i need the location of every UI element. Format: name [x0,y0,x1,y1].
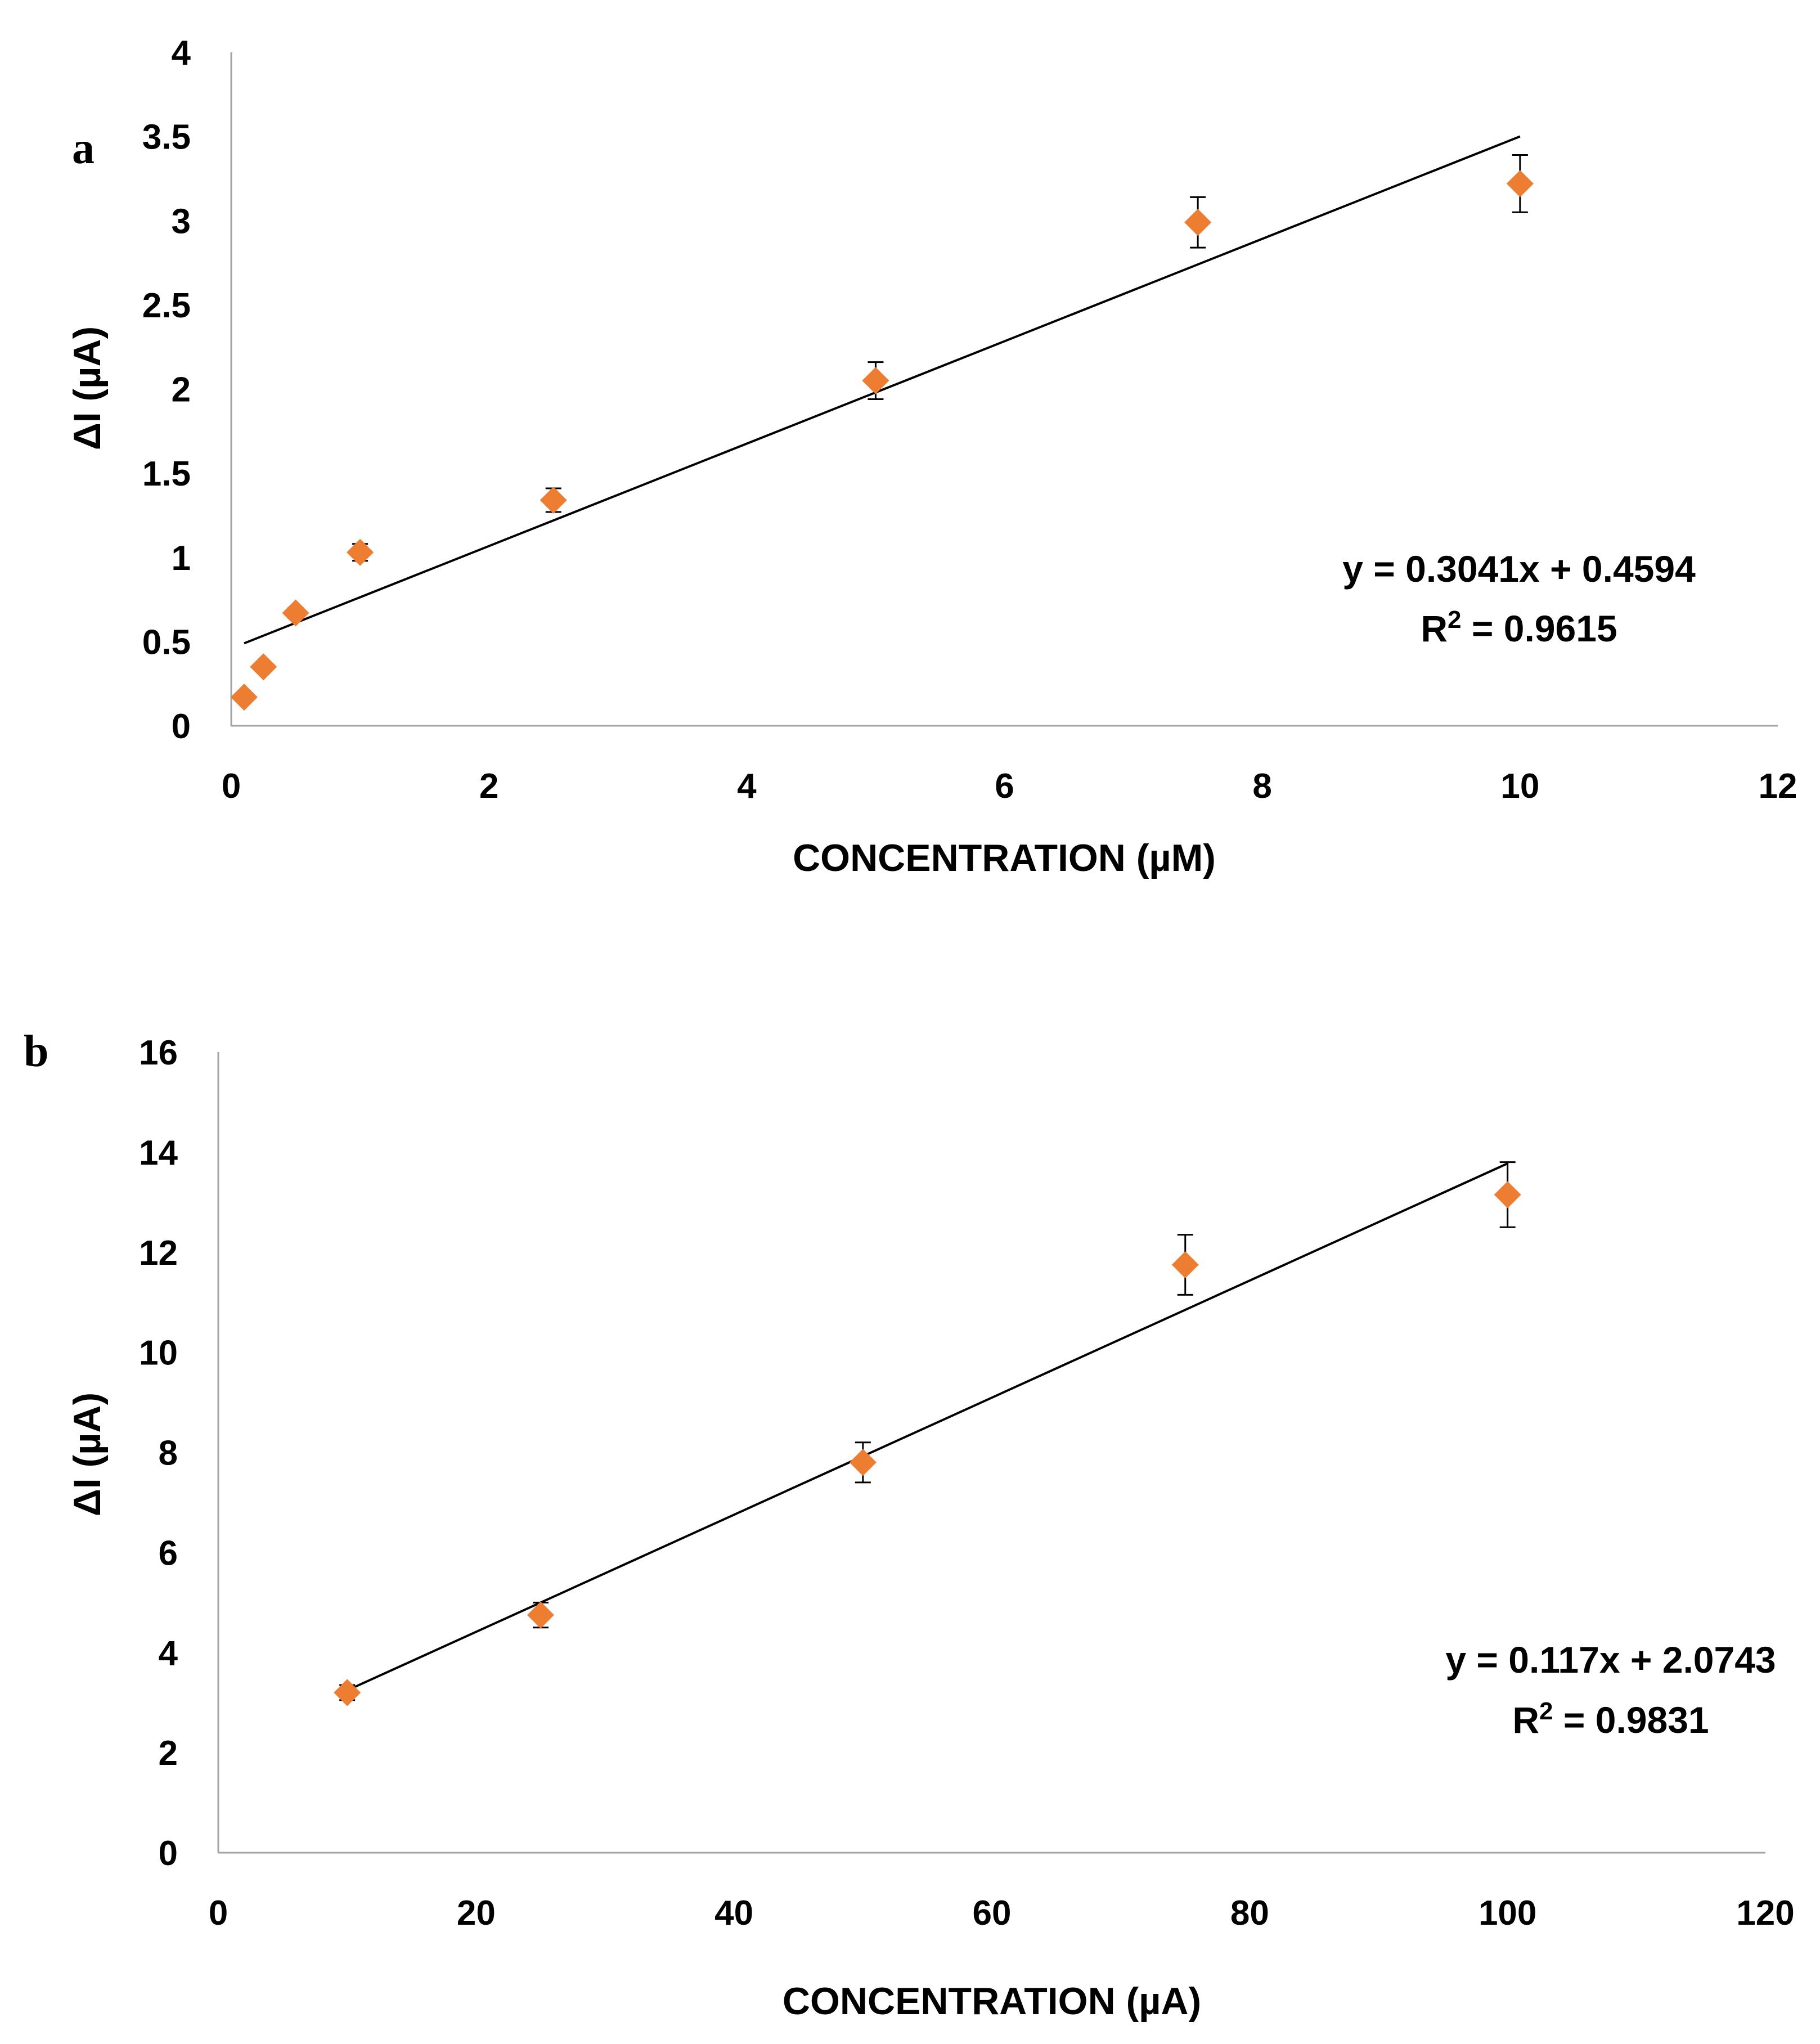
panel-b-y-tick-label: 6 [159,1534,178,1573]
panel-b-data-point [849,1449,877,1476]
panel-b-r2-prefix: R [1512,1699,1539,1741]
panel-a-data-point [540,487,567,514]
panel-a-error-bars [287,154,1528,619]
panel-b-x-tick-label: 60 [973,1894,1012,1933]
panel-a-y-axis-title: ΔI (µA) [66,326,109,450]
panel-a-y-tick-label: 3.5 [142,118,191,157]
panel-a-y-tick-label: 2.5 [142,286,191,325]
panel-b-x-tick-label: 0 [209,1894,228,1933]
panel-b-chart: b 0 2 4 6 8 10 12 14 16 0 20 40 60 80 100 120 CONCENTR… [24,1027,1795,2023]
panel-b-data-point [1494,1181,1521,1209]
panel-a-markers [230,170,1534,711]
panel-b-x-axis-title: CONCENTRATION (µA) [783,1980,1201,2023]
panel-b-r2-value: = 0.9831 [1553,1699,1709,1741]
panel-b-letter: b [24,1027,49,1076]
panel-a-y-ticks: 0 0.5 1 1.5 2 2.5 3 3.5 4 [142,34,191,746]
panel-a-equation: y = 0.3041x + 0.4594 [1342,548,1696,590]
panel-a-y-tick-label: 1.5 [142,455,191,493]
panel-a-y-tick-label: 4 [172,34,191,73]
panel-a-x-tick-label: 4 [737,767,757,806]
panel-b-r2-superscript: 2 [1539,1697,1553,1725]
panel-a-trendline [244,135,1521,645]
panel-b-y-tick-label: 2 [159,1734,178,1773]
panel-a-x-axis-title: CONCENTRATION (µM) [793,837,1216,879]
panel-a-chart: a 0 0.5 1 1.5 2 2.5 3 3.5 4 0 2 4 6 8 10 12 CONCENTRAT… [66,34,1797,879]
panel-a-r2-value: = 0.9615 [1462,608,1617,649]
panel-a-data-point [282,599,309,627]
panel-a-r2-prefix: R [1421,608,1448,649]
panel-a-y-tick-label: 2 [172,371,191,410]
panel-a-data-point [862,367,889,394]
panel-b-r-squared: R2 = 0.9831 [1512,1697,1709,1741]
panel-b-y-tick-label: 0 [159,1834,178,1873]
panel-b-data-point [1171,1251,1199,1278]
panel-b-data-point [334,1679,361,1706]
panel-b-error-bars [339,1161,1516,1701]
panel-b-y-tick-label: 8 [159,1434,178,1473]
panel-b-x-ticks: 0 20 40 60 80 100 120 [209,1894,1795,1933]
panel-b-equation: y = 0.117x + 2.0743 [1445,1639,1776,1681]
panel-a-x-tick-label: 10 [1500,767,1539,806]
panel-b-y-axis-title: ΔI (µA) [66,1392,109,1516]
panel-a-x-ticks: 0 2 4 6 8 10 12 [222,767,1797,806]
panel-a-x-tick-label: 6 [995,767,1014,806]
panel-a-data-point [1184,209,1212,236]
panel-b-y-tick-label: 10 [139,1334,178,1373]
panel-b-y-tick-label: 4 [159,1634,178,1673]
panel-b-y-tick-label: 14 [139,1134,178,1173]
panel-a-x-tick-label: 8 [1252,767,1271,806]
panel-b-trendline [347,1162,1508,1692]
panel-b-x-tick-label: 20 [457,1894,496,1933]
panel-a-letter: a [72,124,95,173]
panel-a-r2-superscript: 2 [1448,606,1461,634]
panel-a-y-tick-label: 3 [172,202,191,241]
panel-a-y-tick-label: 0 [172,707,191,746]
panel-b-trendline-group [347,1162,1508,1692]
panel-a-x-tick-label: 0 [222,767,241,806]
panel-a-y-tick-label: 0.5 [142,623,191,662]
panel-b-y-ticks: 0 2 4 6 8 10 12 14 16 [139,1034,178,1873]
panel-b-y-tick-label: 16 [139,1034,178,1072]
panel-b-data-point [527,1601,554,1629]
panel-a-r-squared: R2 = 0.9615 [1421,606,1617,649]
panel-a-y-tick-label: 1 [172,539,191,578]
panel-b-x-tick-label: 100 [1479,1894,1536,1933]
panel-b-x-tick-label: 40 [714,1894,753,1933]
panel-a-data-point [1506,170,1534,197]
panel-b-y-tick-label: 12 [139,1234,178,1273]
panel-a-data-point [230,684,258,711]
panel-b-x-tick-label: 120 [1736,1894,1794,1933]
panel-a-trendline-group [244,135,1521,645]
panel-a-x-tick-label: 12 [1759,767,1797,806]
panel-b-markers [334,1181,1521,1706]
panel-a-data-point [347,538,374,566]
panel-b-x-tick-label: 80 [1230,1894,1269,1933]
panel-a-data-point [250,653,277,681]
panel-a-x-tick-label: 2 [479,767,498,806]
